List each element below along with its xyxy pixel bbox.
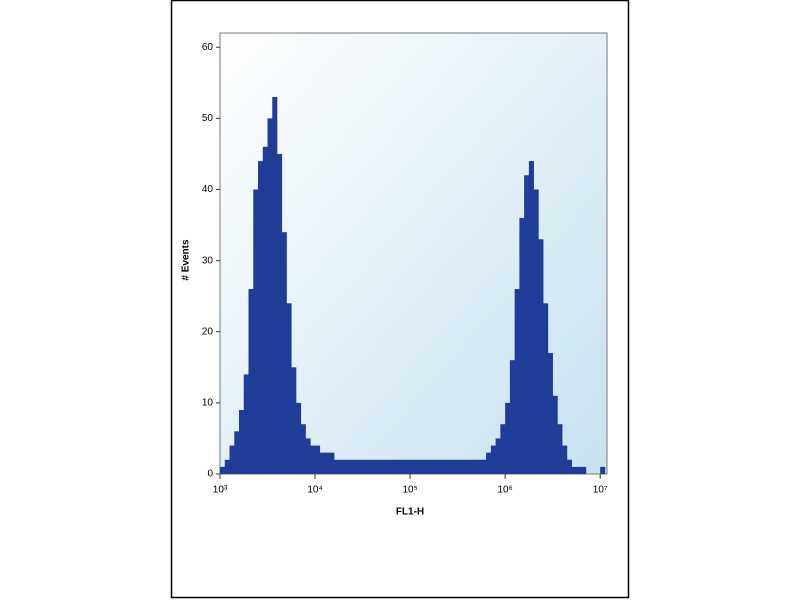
bar bbox=[376, 459, 382, 474]
bar bbox=[234, 431, 240, 474]
y-tick-label: 30 bbox=[202, 255, 214, 266]
bar bbox=[528, 161, 534, 474]
bar bbox=[524, 175, 530, 475]
bar bbox=[262, 146, 268, 474]
bar bbox=[543, 303, 549, 474]
bar bbox=[547, 353, 553, 474]
y-tick-label: 40 bbox=[202, 184, 214, 195]
bar bbox=[562, 445, 568, 474]
bar bbox=[395, 459, 401, 474]
bar bbox=[462, 459, 468, 474]
y-tick-label: 20 bbox=[202, 326, 214, 337]
bar bbox=[443, 459, 449, 474]
bar bbox=[433, 459, 439, 474]
y-tick-label: 0 bbox=[207, 469, 213, 480]
bar bbox=[519, 217, 525, 474]
bar bbox=[514, 289, 520, 474]
x-tick-label: 10⁶ bbox=[498, 485, 513, 496]
bar bbox=[310, 445, 316, 474]
bar bbox=[448, 459, 454, 474]
bar bbox=[300, 424, 306, 474]
bar bbox=[424, 459, 430, 474]
x-tick-label: 10⁴ bbox=[307, 485, 322, 496]
bar bbox=[452, 459, 458, 474]
bar bbox=[372, 459, 378, 474]
bar bbox=[343, 459, 349, 474]
x-tick-label: 10³ bbox=[213, 485, 228, 496]
bar bbox=[405, 459, 411, 474]
bar bbox=[224, 459, 230, 474]
bar bbox=[414, 459, 420, 474]
x-tick-label: 10⁵ bbox=[402, 485, 417, 496]
bar bbox=[248, 289, 254, 474]
bar bbox=[581, 466, 587, 474]
bar bbox=[509, 360, 515, 474]
bar bbox=[486, 452, 492, 474]
bar bbox=[324, 452, 330, 474]
bar bbox=[429, 459, 435, 474]
bar bbox=[334, 459, 340, 474]
bar bbox=[533, 189, 539, 474]
bar bbox=[500, 424, 506, 474]
bar bbox=[267, 118, 273, 475]
bar bbox=[319, 452, 325, 474]
bar bbox=[220, 466, 226, 474]
bar bbox=[243, 374, 249, 474]
y-tick-label: 60 bbox=[202, 42, 214, 53]
bar bbox=[348, 459, 354, 474]
bar bbox=[557, 424, 563, 474]
bar bbox=[291, 367, 297, 474]
bar bbox=[495, 438, 501, 474]
bar bbox=[400, 459, 406, 474]
bar bbox=[286, 303, 292, 474]
y-tick-label: 50 bbox=[202, 113, 214, 124]
y-axis-label: # Events bbox=[181, 239, 192, 281]
bar bbox=[419, 459, 425, 474]
x-axis-label: FL1-H bbox=[396, 507, 424, 518]
bar bbox=[571, 466, 577, 474]
bar bbox=[305, 438, 311, 474]
bar bbox=[476, 459, 482, 474]
bar bbox=[576, 466, 582, 474]
bar bbox=[490, 445, 496, 474]
bar bbox=[338, 459, 344, 474]
bar bbox=[471, 459, 477, 474]
bar bbox=[538, 239, 544, 474]
bar bbox=[353, 459, 359, 474]
bar bbox=[410, 459, 416, 474]
bar bbox=[552, 395, 558, 474]
bar bbox=[258, 161, 264, 474]
bar bbox=[438, 459, 444, 474]
bar bbox=[391, 459, 397, 474]
bar bbox=[315, 445, 321, 474]
bar bbox=[253, 189, 259, 474]
bar bbox=[239, 409, 245, 474]
x-tick-label: 10⁷ bbox=[593, 485, 608, 496]
bar bbox=[457, 459, 463, 474]
bar bbox=[381, 459, 387, 474]
bar bbox=[357, 459, 363, 474]
bar bbox=[329, 452, 335, 474]
bar bbox=[229, 445, 235, 474]
bar bbox=[481, 459, 487, 474]
bar bbox=[467, 459, 473, 474]
bar bbox=[367, 459, 373, 474]
bar bbox=[277, 153, 283, 474]
bar bbox=[566, 459, 572, 474]
bar bbox=[281, 232, 287, 474]
bar bbox=[505, 402, 511, 474]
bar bbox=[296, 402, 302, 474]
y-tick-label: 10 bbox=[202, 398, 214, 409]
bar bbox=[600, 466, 606, 474]
bar bbox=[362, 459, 368, 474]
bar bbox=[272, 97, 278, 475]
bar bbox=[386, 459, 392, 474]
